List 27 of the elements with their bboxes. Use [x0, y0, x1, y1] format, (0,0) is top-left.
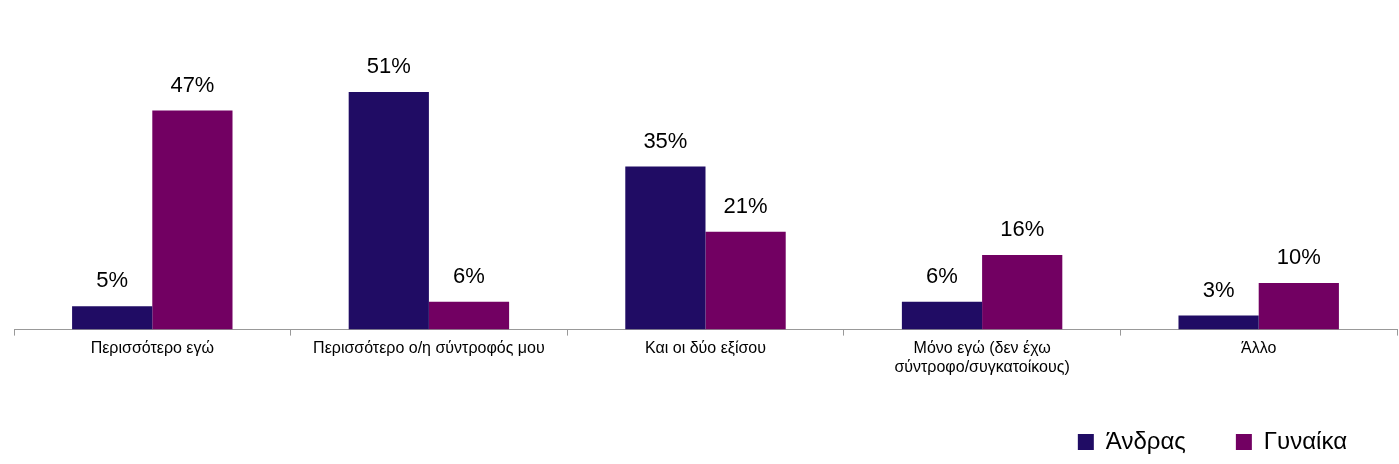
- bar: [1258, 283, 1339, 330]
- x-tick-label: Μόνο εγώ (δεν έχω σύντροφο/συγκατοίκους): [894, 338, 1070, 375]
- x-tick-label: Άλλο: [1241, 338, 1277, 356]
- data-label: 21%: [723, 192, 768, 218]
- x-tick-label: Περισσότερο ο/η σύντροφός μου: [313, 338, 545, 356]
- legend-label: Γυναίκα: [1263, 426, 1348, 454]
- x-tick-label: Περισσότερο εγώ: [90, 338, 214, 356]
- data-label: 16%: [1000, 216, 1045, 242]
- x-tick-label: Και οι δύο εξίσου: [645, 338, 766, 357]
- bar: [72, 306, 153, 330]
- data-label: 51%: [366, 53, 411, 78]
- legend-label: Άνδρας: [1105, 426, 1186, 454]
- bar: [1178, 315, 1259, 330]
- bar: [625, 166, 706, 330]
- data-label: 35%: [643, 127, 688, 153]
- data-label: 6%: [926, 262, 958, 288]
- bar: [348, 91, 429, 330]
- bar: [901, 301, 983, 330]
- data-label: 10%: [1276, 244, 1321, 270]
- bar: [428, 301, 510, 330]
- bar: [152, 110, 233, 330]
- data-label: 3%: [1202, 276, 1235, 302]
- data-label: 47%: [170, 71, 215, 97]
- data-label: 5%: [96, 267, 129, 293]
- data-label: 6%: [453, 262, 485, 288]
- bar: [705, 231, 786, 330]
- bar: [982, 255, 1063, 330]
